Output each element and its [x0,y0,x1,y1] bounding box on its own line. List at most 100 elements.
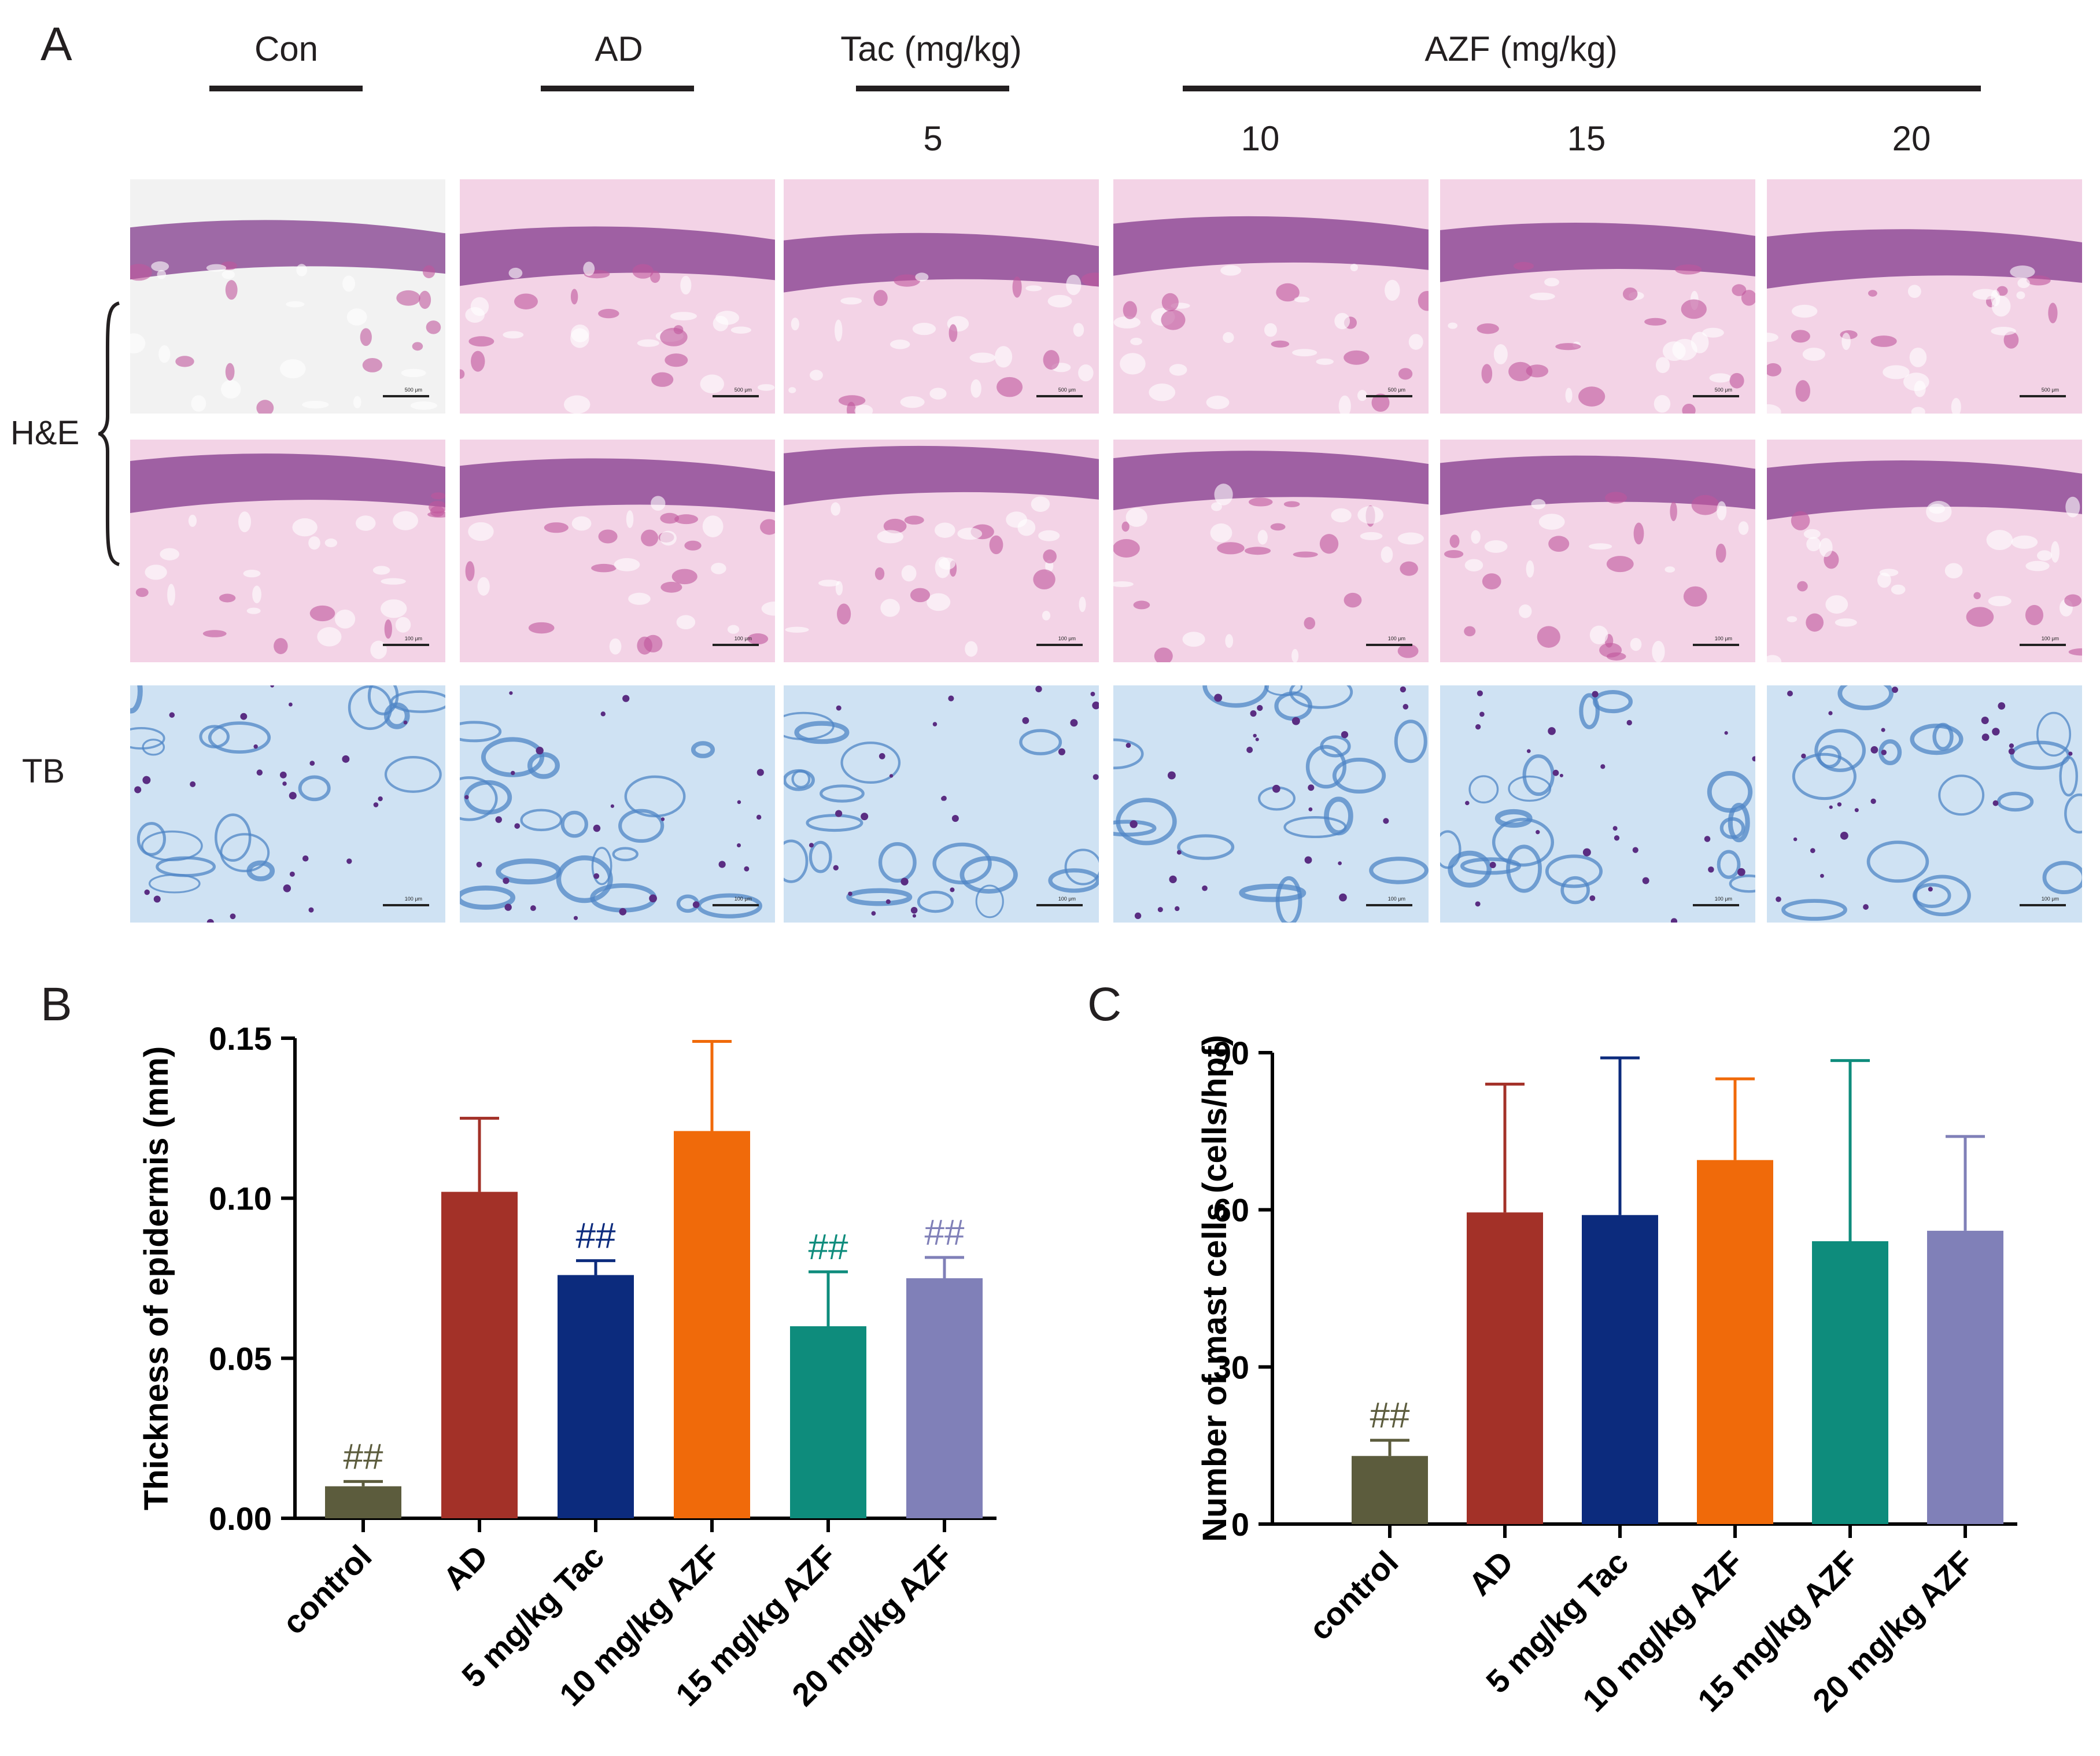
bar-b-3 [558,1275,634,1518]
scale-bar [1366,395,1412,397]
scale-bar-label: 100 μm [404,896,422,902]
group-bar-tac [856,86,1009,91]
micrograph-tb-5: 100 μm [1440,685,1755,923]
scale-bar-label: 500 μm [1714,387,1732,393]
y-tick-label-b: 0.05 [209,1340,272,1377]
micrograph-he-mid-6: 100 μm [1767,440,2082,662]
micrograph-tb-4: 100 μm [1113,685,1429,923]
scale-bar-label: 500 μm [2041,387,2059,393]
scale-bar [1036,644,1083,646]
significance-label-b-5: ## [809,1227,848,1267]
scale-bar [383,395,429,397]
bar-b-6 [906,1278,983,1518]
bar-c-6 [1927,1230,2003,1524]
group-label-con: Con [254,29,319,68]
micrograph-tb-6: 100 μm [1767,685,2082,923]
x-tick-label-b-1: control [275,1538,379,1641]
scale-bar-label: 100 μm [734,636,752,641]
scale-bar-label: 500 μm [404,387,422,393]
scale-bar [1693,904,1739,906]
scale-bar-label: 500 μm [1058,387,1076,393]
dose-label-azf-20: 20 [1892,119,1931,158]
bar-c-3 [1582,1215,1658,1524]
micrograph-he-top-2: 500 μm [460,179,775,414]
micrograph-tb-1: 100 μm [130,685,445,923]
bar-c-5 [1812,1241,1888,1524]
y-tick-label-b: 0.15 [209,1020,272,1057]
scale-bar-label: 100 μm [734,896,752,902]
micrograph-he-top-6: 500 μm [1767,179,2082,414]
scale-bar [1036,395,1083,397]
scale-bar [713,904,759,906]
scale-bar [383,644,429,646]
y-tick-label-c: 60 [1213,1192,1249,1229]
panel-c-label: C [1087,978,1122,1031]
x-tick-label-c-1: control [1302,1544,1405,1647]
scale-bar [2020,904,2066,906]
scale-bar-label: 100 μm [1387,636,1405,641]
micrograph-tb-2: 100 μm [460,685,775,923]
row-brace-he [94,301,121,567]
micrograph-he-top-5: 500 μm [1440,179,1755,414]
row-label-he: H&E [10,414,80,452]
significance-label-c-1: ## [1370,1396,1410,1436]
row-label-tb: TB [22,752,65,790]
micrograph-he-mid-3: 100 μm [784,440,1099,662]
bar-c-2 [1467,1212,1543,1524]
significance-label-b-1: ## [344,1437,383,1477]
y-tick-label-c: 0 [1231,1506,1249,1543]
bar-b-1 [325,1486,401,1518]
group-label-azf: AZF (mg/kg) [1424,29,1618,68]
scale-bar [383,904,429,906]
y-tick-label-b: 0.00 [209,1500,272,1537]
scale-bar-label: 100 μm [2041,896,2059,902]
scale-bar-label: 500 μm [734,387,752,393]
scale-bar-label: 100 μm [1387,896,1405,902]
scale-bar [2020,644,2066,646]
micrograph-he-top-1: 500 μm [130,179,445,414]
group-label-ad: AD [595,29,643,68]
dose-label-tac-5: 5 [923,119,943,158]
group-bar-con [209,86,363,91]
y-axis-label-b: Thickness of epidermis (mm) [138,1046,175,1511]
x-tick-label-b-2: AD [436,1538,495,1597]
scale-bar [713,395,759,397]
y-tick-label-c: 30 [1213,1349,1249,1385]
micrograph-he-mid-2: 100 μm [460,440,775,662]
micrograph-he-top-3: 500 μm [784,179,1099,414]
scale-bar-label: 100 μm [2041,636,2059,641]
micrograph-he-mid-4: 100 μm [1113,440,1429,662]
bar-c-1 [1352,1456,1428,1524]
scale-bar [2020,395,2066,397]
scale-bar [1036,904,1083,906]
y-axis-label-c: Number of mast cells (cells/hpf) [1196,1035,1234,1542]
scale-bar-label: 500 μm [1387,387,1405,393]
panel-a-label: A [40,18,72,71]
dose-label-azf-15: 15 [1567,119,1606,158]
y-tick-label-c: 90 [1213,1035,1249,1071]
group-bar-azf [1183,86,1981,91]
scale-bar [1693,395,1739,397]
micrograph-tb-3: 100 μm [784,685,1099,923]
micrograph-he-top-4: 500 μm [1113,179,1429,414]
micrograph-he-mid-1: 100 μm [130,440,445,662]
micrograph-he-mid-5: 100 μm [1440,440,1755,662]
scale-bar-label: 100 μm [1714,636,1732,641]
scale-bar [1366,904,1412,906]
bar-b-5 [790,1326,866,1518]
bar-c-4 [1697,1160,1773,1524]
scale-bar-label: 100 μm [404,636,422,641]
scale-bar-label: 100 μm [1714,896,1732,902]
panel-b-label: B [40,978,72,1031]
significance-label-b-3: ## [576,1216,616,1256]
scale-bar-label: 100 μm [1058,636,1076,641]
y-tick-label-b: 0.10 [209,1180,272,1217]
scale-bar [1366,644,1412,646]
dose-label-azf-10: 10 [1241,119,1280,158]
scale-bar [1693,644,1739,646]
scale-bar [713,644,759,646]
bar-b-4 [674,1131,750,1518]
significance-label-b-6: ## [925,1213,965,1253]
group-bar-ad [541,86,694,91]
